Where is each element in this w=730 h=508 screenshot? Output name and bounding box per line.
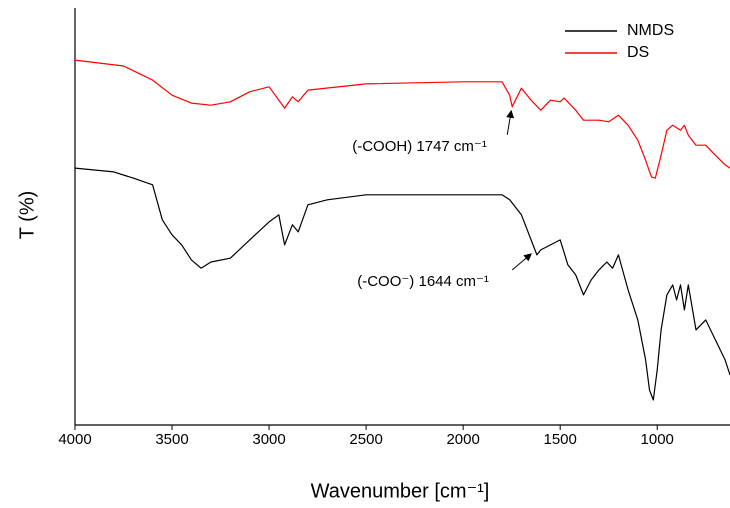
annotation-arrow — [511, 253, 533, 271]
x-tick-label: 2000 — [446, 431, 479, 448]
spectrum-line — [74, 167, 730, 401]
x-tick-label: 2500 — [349, 431, 382, 448]
x-tick-label: 1000 — [641, 431, 674, 448]
annotation-text: (-COOH) 1747 cm⁻¹ — [352, 138, 487, 155]
spectrum-line — [74, 59, 730, 179]
legend-label: DS — [627, 44, 649, 61]
x-tick-label: 3500 — [155, 431, 188, 448]
x-tick-label: 3000 — [252, 431, 285, 448]
x-tick-label: 1500 — [543, 431, 576, 448]
x-tick-label: 4000 — [58, 431, 91, 448]
legend-label: NMDS — [627, 22, 674, 39]
annotation-text: (-COO⁻) 1644 cm⁻¹ — [357, 273, 489, 290]
x-axis-label: Wavenumber [cm⁻¹] — [311, 480, 490, 502]
annotation-arrow — [506, 109, 515, 135]
y-axis-label: T (%) — [16, 191, 38, 240]
